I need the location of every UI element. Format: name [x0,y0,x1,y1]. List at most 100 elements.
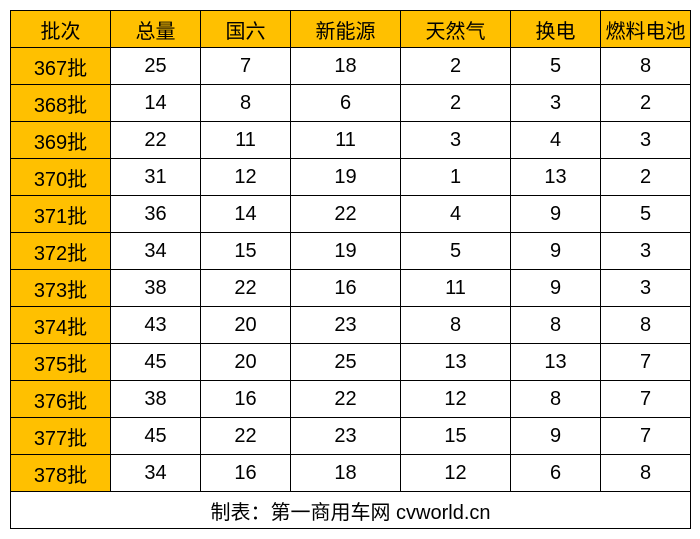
data-cell: 2 [401,48,511,85]
data-cell: 22 [291,196,401,233]
batch-data-table: 批次 总量 国六 新能源 天然气 换电 燃料电池 367批25718258368… [10,10,691,529]
data-cell: 22 [291,381,401,418]
row-label-cell: 378批 [11,455,111,492]
data-cell: 5 [401,233,511,270]
data-cell: 19 [291,233,401,270]
table-row: 368批1486232 [11,85,691,122]
data-cell: 25 [111,48,201,85]
data-cell: 3 [401,122,511,159]
data-cell: 18 [291,48,401,85]
data-cell: 9 [511,270,601,307]
table-row: 375批45202513137 [11,344,691,381]
table-row: 373批3822161193 [11,270,691,307]
data-cell: 38 [111,270,201,307]
data-cell: 12 [401,381,511,418]
col-header: 总量 [111,11,201,48]
data-cell: 9 [511,233,601,270]
row-label-cell: 370批 [11,159,111,196]
data-cell: 7 [601,381,691,418]
row-label-cell: 377批 [11,418,111,455]
data-cell: 22 [201,418,291,455]
data-cell: 20 [201,307,291,344]
table-footer-text: 制表：第一商用车网 cvworld.cn [11,492,691,529]
table-row: 371批361422495 [11,196,691,233]
data-cell: 6 [291,85,401,122]
data-cell: 13 [511,344,601,381]
data-cell: 18 [291,455,401,492]
table-header-row: 批次 总量 国六 新能源 天然气 换电 燃料电池 [11,11,691,48]
data-cell: 5 [601,196,691,233]
row-label-cell: 374批 [11,307,111,344]
data-cell: 11 [401,270,511,307]
data-cell: 16 [201,455,291,492]
table-row: 372批341519593 [11,233,691,270]
data-cell: 11 [201,122,291,159]
data-cell: 8 [201,85,291,122]
row-label-cell: 376批 [11,381,111,418]
data-cell: 22 [201,270,291,307]
row-label-cell: 372批 [11,233,111,270]
table-row: 378批3416181268 [11,455,691,492]
data-cell: 12 [201,159,291,196]
data-cell: 16 [201,381,291,418]
data-cell: 7 [201,48,291,85]
data-cell: 9 [511,418,601,455]
data-cell: 2 [401,85,511,122]
data-cell: 8 [401,307,511,344]
data-cell: 36 [111,196,201,233]
table-row: 377批4522231597 [11,418,691,455]
col-header: 新能源 [291,11,401,48]
data-cell: 14 [201,196,291,233]
table-row: 367批25718258 [11,48,691,85]
data-cell: 5 [511,48,601,85]
data-cell: 3 [601,270,691,307]
table-body: 367批25718258368批1486232369批221111343370批… [11,48,691,492]
data-cell: 8 [601,455,691,492]
data-cell: 2 [601,85,691,122]
data-cell: 3 [601,233,691,270]
table-footer-row: 制表：第一商用车网 cvworld.cn [11,492,691,529]
data-cell: 8 [601,307,691,344]
row-label-cell: 369批 [11,122,111,159]
col-header: 国六 [201,11,291,48]
data-cell: 13 [511,159,601,196]
data-cell: 8 [601,48,691,85]
data-cell: 45 [111,418,201,455]
data-cell: 7 [601,344,691,381]
data-cell: 2 [601,159,691,196]
row-label-cell: 375批 [11,344,111,381]
col-header: 批次 [11,11,111,48]
row-label-cell: 371批 [11,196,111,233]
row-label-cell: 367批 [11,48,111,85]
data-cell: 1 [401,159,511,196]
data-cell: 22 [111,122,201,159]
table-row: 374批432023888 [11,307,691,344]
data-cell: 25 [291,344,401,381]
data-cell: 3 [511,85,601,122]
data-cell: 12 [401,455,511,492]
data-cell: 8 [511,307,601,344]
table-row: 376批3816221287 [11,381,691,418]
data-cell: 23 [291,418,401,455]
data-cell: 20 [201,344,291,381]
data-cell: 9 [511,196,601,233]
data-cell: 23 [291,307,401,344]
col-header: 换电 [511,11,601,48]
data-cell: 4 [511,122,601,159]
data-cell: 43 [111,307,201,344]
table-row: 370批3112191132 [11,159,691,196]
data-cell: 6 [511,455,601,492]
row-label-cell: 373批 [11,270,111,307]
data-cell: 15 [201,233,291,270]
col-header: 燃料电池 [601,11,691,48]
col-header: 天然气 [401,11,511,48]
data-cell: 31 [111,159,201,196]
table-row: 369批221111343 [11,122,691,159]
data-cell: 15 [401,418,511,455]
data-cell: 11 [291,122,401,159]
data-cell: 38 [111,381,201,418]
data-cell: 19 [291,159,401,196]
data-cell: 3 [601,122,691,159]
data-cell: 34 [111,455,201,492]
row-label-cell: 368批 [11,85,111,122]
